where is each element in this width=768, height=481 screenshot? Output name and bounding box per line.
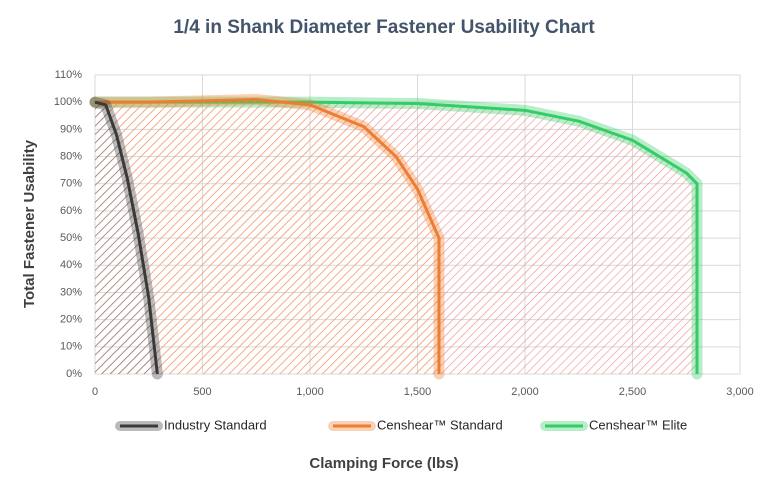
y-tick-label: 60% [60,205,82,217]
y-tick-label: 10% [60,341,82,353]
x-tick-label: 0 [92,386,98,398]
x-tick-label: 500 [193,386,211,398]
y-tick-label: 110% [55,69,83,81]
y-tick-label: 90% [60,123,82,135]
y-axis-title: Total Fastener Usability [21,139,38,308]
y-tick-label: 80% [60,150,82,162]
x-tick-label: 3,000 [726,386,754,398]
y-tick-label: 0% [66,368,82,380]
hatched-area [95,99,439,375]
legend-label: Censhear™ Elite [589,417,687,432]
x-axis-title: Clamping Force (lbs) [309,455,458,472]
x-tick-label: 2,500 [619,386,647,398]
legend-label: Censhear™ Standard [377,417,503,432]
line [95,97,441,374]
x-tick-label: 1,500 [404,386,432,398]
x-tick-label: 2,000 [511,386,539,398]
x-tick-label: 1,000 [296,386,324,398]
y-tick-label: 20% [60,314,82,326]
y-tick-label: 30% [60,286,82,298]
hatched-area [95,102,158,374]
y-tick-label: 70% [60,178,82,190]
line [94,100,159,375]
chart-title: 1/4 in Shank Diameter Fastener Usability… [173,17,595,38]
y-tick-label: 100% [54,96,82,108]
y-tick-label: 40% [60,259,82,271]
y-tick-label: 50% [60,232,82,244]
legend-label: Industry Standard [164,417,267,432]
